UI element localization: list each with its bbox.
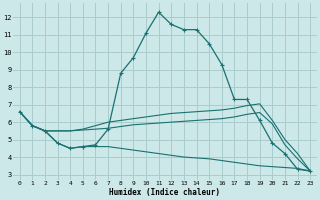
X-axis label: Humidex (Indice chaleur): Humidex (Indice chaleur)	[109, 188, 220, 197]
